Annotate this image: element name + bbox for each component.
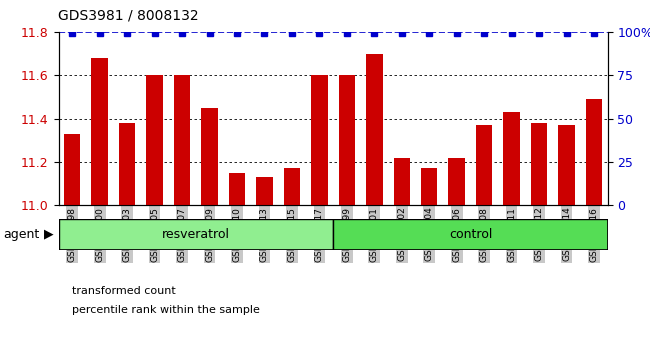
Bar bbox=[58, 219, 333, 250]
Bar bbox=[339, 75, 355, 205]
Bar bbox=[229, 173, 245, 205]
Bar bbox=[283, 169, 300, 205]
Text: resveratrol: resveratrol bbox=[162, 228, 230, 241]
Text: GDS3981 / 8008132: GDS3981 / 8008132 bbox=[58, 9, 199, 23]
Bar bbox=[448, 158, 465, 205]
Bar bbox=[202, 108, 218, 205]
Text: transformed count: transformed count bbox=[72, 286, 176, 296]
Bar bbox=[421, 169, 437, 205]
Text: control: control bbox=[448, 228, 492, 241]
Bar bbox=[146, 75, 163, 205]
Bar bbox=[333, 219, 608, 250]
Bar bbox=[311, 75, 328, 205]
Bar bbox=[64, 134, 81, 205]
Bar bbox=[366, 53, 383, 205]
Bar bbox=[503, 112, 520, 205]
Text: percentile rank within the sample: percentile rank within the sample bbox=[72, 306, 259, 315]
Bar bbox=[531, 123, 547, 205]
Bar bbox=[393, 158, 410, 205]
Text: ▶: ▶ bbox=[44, 228, 54, 241]
Bar bbox=[586, 99, 603, 205]
Bar bbox=[256, 177, 273, 205]
Bar bbox=[476, 125, 493, 205]
Bar bbox=[174, 75, 190, 205]
Bar bbox=[92, 58, 108, 205]
Bar bbox=[558, 125, 575, 205]
Bar bbox=[119, 123, 135, 205]
Text: agent: agent bbox=[3, 228, 40, 241]
